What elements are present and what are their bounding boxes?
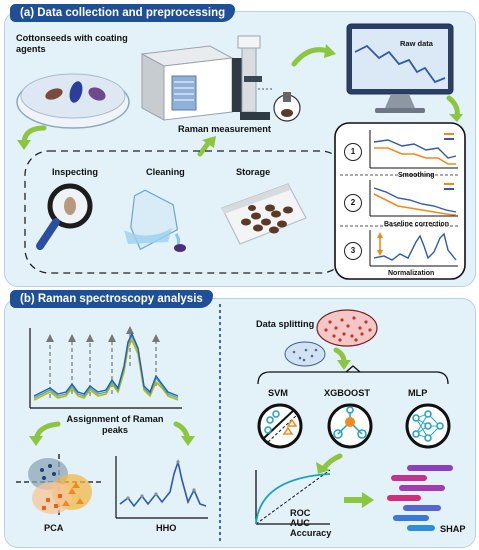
flask-icon	[124, 189, 186, 252]
cottonseeds-label-text: Cottonseeds with coating agents	[16, 33, 128, 54]
step-3-badge: 3	[344, 242, 362, 260]
dataset-dots-large-icon	[316, 309, 378, 347]
raman-measurement-label: Raman measurement	[178, 124, 271, 134]
normalization-plot	[369, 230, 458, 267]
svm-icon	[257, 403, 303, 449]
model-bracket	[257, 365, 449, 385]
step-1-number: 1	[350, 147, 356, 156]
monitor-icon	[346, 23, 454, 113]
hho-label: HHO	[156, 523, 177, 533]
smoothing-plot	[369, 130, 458, 169]
pca-plot	[16, 454, 102, 518]
model-svm-label: SVM	[268, 388, 288, 398]
green-arrow-right-icon	[173, 421, 195, 446]
raw-data-label: Raw data	[400, 39, 433, 48]
step-2-number: 2	[350, 198, 356, 207]
step-2-badge: 2	[344, 194, 362, 212]
preprocessing-box	[334, 122, 466, 280]
step-3-number: 3	[350, 246, 356, 255]
model-xgboost-label: XGBOOST	[324, 388, 370, 398]
auc-label: AUC	[290, 518, 310, 528]
panel-a-title: (a) Data collection and preprocessing	[10, 4, 236, 22]
raman-spectrum-plot	[29, 326, 182, 409]
data-splitting-label: Data splitting	[256, 319, 315, 329]
flow-arrow-down-icon	[446, 95, 463, 122]
assignment-label-text: Assignment of Raman peaks	[66, 414, 164, 435]
xgboost-icon	[327, 403, 373, 449]
hho-plot	[115, 456, 208, 519]
normalization-label: Normalization	[388, 270, 435, 277]
shap-plot	[387, 465, 453, 531]
green-arrow-left-icon	[29, 421, 61, 446]
panel-divider	[219, 304, 221, 544]
step-storage-label: Storage	[236, 167, 271, 177]
dotted-arrow-icon	[258, 88, 274, 90]
green-arrow-roc-icon	[316, 453, 343, 474]
roc-curve-plot	[255, 469, 331, 525]
panel-b-title: (b) Raman spectroscopy analysis	[10, 290, 213, 308]
storage-bag-icon	[221, 183, 307, 245]
dataset-dots-small-icon	[284, 341, 326, 367]
smoothing-label: Smoothing	[398, 172, 435, 179]
cottonseeds-label: Cottonseeds with coating agents	[16, 33, 136, 55]
step-inspecting-label: Inspecting	[52, 167, 98, 177]
green-arrow-split-icon	[333, 347, 351, 370]
flow-arrow-icon	[291, 44, 336, 67]
raman-spectrometer-icon	[140, 35, 270, 121]
roc-label: ROC	[290, 508, 311, 518]
petri-dish-icon	[16, 73, 130, 129]
model-mlp-label: MLP	[408, 388, 428, 398]
flow-arrow-up-icon	[197, 136, 216, 157]
accuracy-label: Accuracy	[290, 528, 332, 538]
pca-label: PCA	[44, 523, 64, 533]
shap-label: SHAP	[440, 524, 466, 534]
magnifier-icon	[36, 183, 93, 250]
steps-dashed-box	[24, 150, 346, 274]
seed-sample-icon	[273, 92, 301, 122]
step-cleaning-label: Cleaning	[146, 167, 185, 177]
green-arrow-shap-icon	[344, 492, 374, 508]
baseline-plot	[369, 180, 458, 217]
assignment-label: Assignment of Raman peaks	[60, 414, 170, 436]
step-1-badge: 1	[344, 143, 362, 161]
baseline-label: Baseline correction	[384, 221, 449, 228]
mlp-icon	[405, 403, 451, 449]
flow-arrow-left-icon	[17, 125, 47, 150]
